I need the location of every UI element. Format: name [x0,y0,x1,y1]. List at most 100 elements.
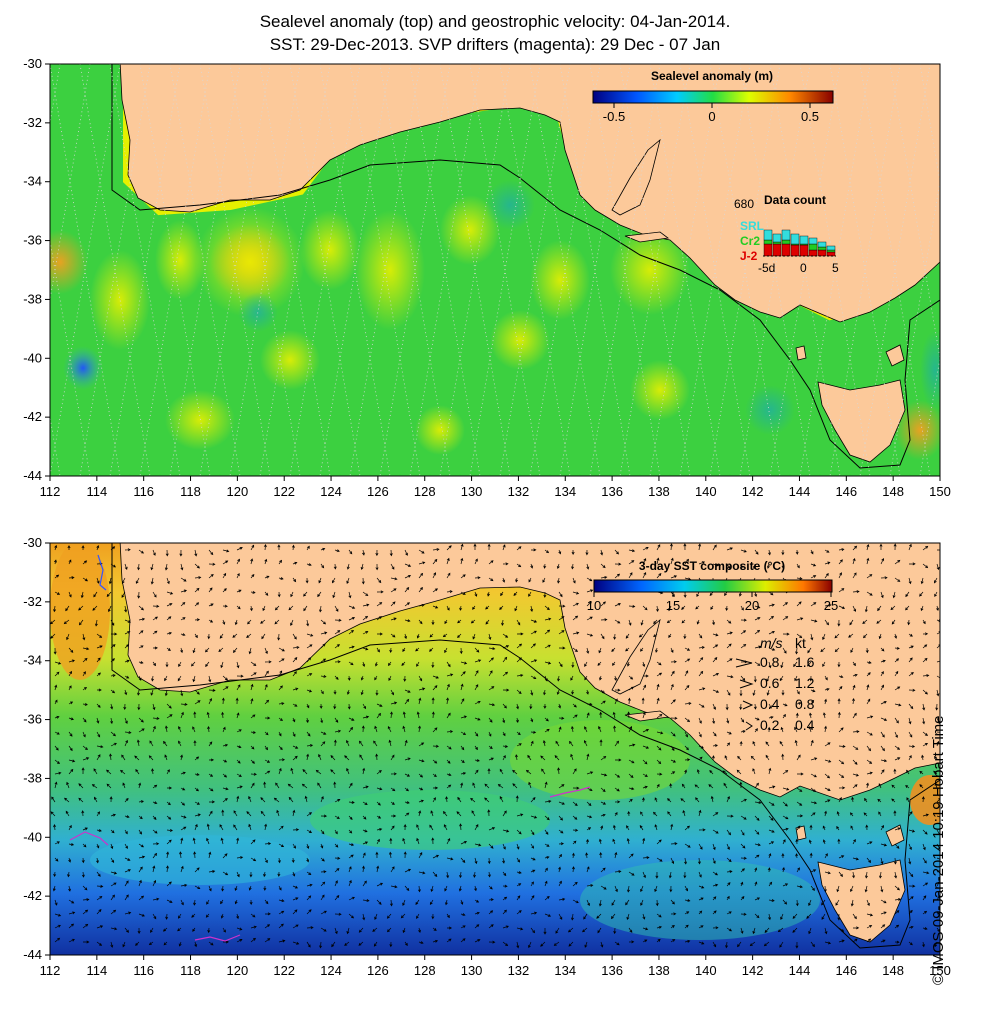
speed-header-kt: kt [795,635,806,651]
mission-srl: SRL [740,219,764,233]
top-panel-frame [49,63,941,477]
lon-tick-label: 118 [180,484,201,499]
lon-tick-label: 142 [742,963,764,978]
speed-kt-value: 0.8 [795,696,815,712]
speed-kt-value: 1.6 [795,654,815,670]
lat-tick-label: -38 [23,291,42,306]
lon-tick-label: 134 [554,963,576,978]
lon-tick-label: 124 [320,484,342,499]
lon-tick-label: 150 [929,963,951,978]
sla-colorbar-title: Sealevel anomaly (m) [651,69,773,83]
lat-tick-label: -42 [23,888,42,903]
title-line-1: Sealevel anomaly (top) and geostrophic v… [259,12,731,31]
dc-axis-0: -5d [758,261,775,275]
sst-cb-label-2: 20 [745,598,759,613]
bottom-panel-frame [49,542,941,956]
lon-tick-label: 136 [601,963,623,978]
lat-tick-label: -34 [23,174,42,189]
speed-ms-value: 0.4 [760,696,780,712]
lon-tick-label: 132 [508,963,530,978]
lat-tick-label: -42 [23,409,42,424]
title-line-2: SST: 29-Dec-2013. SVP drifters (magenta)… [269,35,721,54]
lon-tick-label: 144 [789,484,811,499]
lon-tick-label: 126 [367,963,389,978]
lon-tick-label: 120 [227,963,249,978]
lon-tick-label: 150 [929,484,951,499]
lon-tick-label: 146 [835,484,857,499]
lat-tick-label: -32 [23,115,42,130]
sla-colorbar: Sealevel anomaly (m) -0.5 0 0.5 [592,69,834,124]
sla-cb-label-1: 0 [708,109,715,124]
lon-tick-label: 124 [320,963,342,978]
sla-map [50,64,940,476]
lon-tick-label: 114 [86,963,107,978]
lat-tick-label: -40 [23,350,42,365]
lat-tick-label: -36 [23,233,42,248]
speed-arrow-icon [742,700,754,710]
lon-tick-label: 122 [273,484,295,499]
dc-axis-1: 0 [800,261,807,275]
sst-map [50,543,940,955]
lat-tick-label: -40 [23,829,42,844]
lon-tick-label: 120 [227,484,249,499]
imos-credit: © IMOS 09-Jan-2014 10:19 Hobart Time [930,715,947,985]
speed-kt-value: 1.2 [795,675,815,691]
lat-tick-label: -44 [23,468,42,483]
speed-arrow-icon [745,721,753,731]
lon-tick-label: 138 [648,963,670,978]
speed-kt-value: 0.4 [795,717,815,733]
lat-tick-label: -44 [23,947,42,962]
lat-tick-label: -30 [23,56,42,71]
lon-tick-label: 128 [414,484,436,499]
speed-header-ms: m/s [760,635,783,651]
speed-arrow-icon [735,658,753,668]
lon-tick-label: 148 [882,963,904,978]
lon-tick-label: 130 [461,484,483,499]
lon-tick-label: 134 [554,484,576,499]
sla-cb-label-2: 0.5 [801,109,819,124]
lon-tick-label: 140 [695,963,717,978]
speed-arrow-icon [739,679,754,689]
speed-ms-value: 0.8 [760,654,780,670]
sst-cb-label-1: 15 [666,598,680,613]
lon-tick-label: 118 [180,963,201,978]
data-count-max: 680 [734,197,754,211]
data-count-inset: Data count 680 SRL Cr2 J-2 -5d 0 5 [734,193,839,275]
mission-j2: J-2 [740,249,758,263]
sst-colorbar: 3-day SST composite (°C) 10 15 20 25 [587,559,838,613]
dc-axis-2: 5 [832,261,839,275]
lon-tick-label: 138 [648,484,670,499]
lon-tick-label: 128 [414,963,436,978]
lon-tick-label: 116 [133,484,154,499]
axes: 112 114 116 118 120 122 124 126 128 130 132 134 136 1… [23,56,951,978]
lon-tick-label: 140 [695,484,717,499]
sst-cb-label-3: 25 [824,598,838,613]
lon-tick-label: 146 [835,963,857,978]
sst-colorbar-title: 3-day SST composite (°C) [639,559,785,573]
lon-tick-label: 116 [133,963,154,978]
speed-ms-value: 0.6 [760,675,780,691]
lon-tick-label: 136 [601,484,623,499]
lon-tick-label: 112 [40,963,61,978]
lon-tick-label: 122 [273,963,295,978]
lon-tick-label: 144 [789,963,811,978]
speed-legend: m/s kt 0.8 1.6 0.6 1.2 0.4 0.8 0.2 0.4 [735,635,815,733]
lon-tick-label: 142 [742,484,764,499]
lat-tick-label: -32 [23,594,42,609]
lat-tick-label: -38 [23,770,42,785]
sst-cb-label-0: 10 [587,598,601,613]
mission-cr2: Cr2 [740,234,760,248]
lon-tick-label: 126 [367,484,389,499]
lat-tick-label: -34 [23,653,42,668]
speed-ms-value: 0.2 [760,717,780,733]
lat-tick-label: -30 [23,535,42,550]
lon-tick-label: 130 [461,963,483,978]
lon-tick-label: 114 [86,484,107,499]
data-count-title: Data count [764,193,826,207]
lon-tick-label: 148 [882,484,904,499]
lon-tick-label: 112 [40,484,61,499]
lon-tick-label: 132 [508,484,530,499]
lat-tick-label: -36 [23,712,42,727]
sla-cb-label-0: -0.5 [603,109,625,124]
